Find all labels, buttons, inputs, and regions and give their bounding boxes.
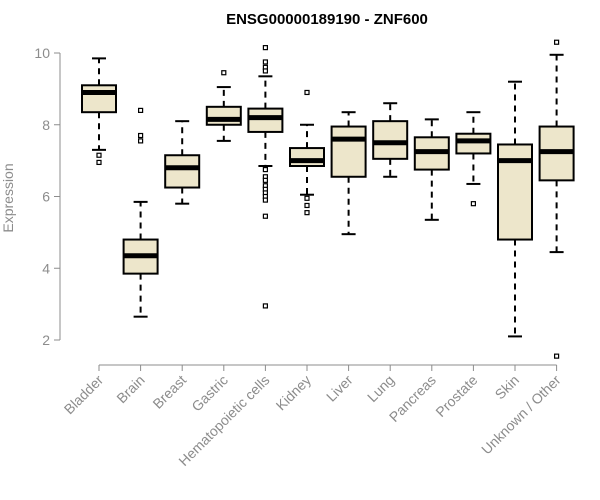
y-tick-label: 6 (42, 189, 50, 205)
y-tick-label: 10 (34, 45, 50, 61)
outlier-point (304, 195, 310, 201)
outlier-point (262, 59, 268, 65)
y-tick-label: 8 (42, 117, 50, 133)
outlier-point (262, 177, 268, 183)
box-group (413, 118, 450, 221)
x-tick-label: Skin (492, 372, 523, 403)
outlier-point (262, 166, 268, 173)
outlier-point (96, 152, 102, 158)
x-tick-label: Liver (323, 372, 356, 405)
x-tick-label: Unknown / Other (478, 372, 564, 458)
box-group (538, 39, 575, 359)
outlier-point (96, 159, 102, 166)
outlier-point (138, 138, 144, 144)
outlier-point (262, 68, 268, 74)
outlier-point (304, 89, 310, 96)
box-group (81, 57, 117, 166)
outlier-point (138, 107, 144, 114)
outlier-point (221, 70, 227, 76)
x-tick-label: Bladder (61, 372, 107, 418)
outlier-point (553, 39, 560, 45)
outlier-point (262, 197, 268, 203)
box-group (122, 107, 159, 318)
outlier-point (262, 213, 268, 219)
x-tick-label: Prostate (432, 372, 480, 420)
boxes-layer (81, 39, 575, 359)
outlier-point (304, 210, 310, 216)
box-group (372, 102, 409, 178)
box-group (330, 111, 367, 236)
x-tick-label: Breast (149, 372, 189, 412)
iqr-box (205, 105, 242, 126)
x-tick-label: Kidney (273, 372, 315, 414)
outlier-point (262, 45, 268, 51)
outlier-point (262, 303, 268, 309)
outlier-point (138, 132, 144, 139)
iqr-box (289, 147, 325, 168)
box-group (205, 70, 242, 142)
x-tick-label: Brain (113, 372, 147, 406)
iqr-box (164, 154, 201, 189)
iqr-box (81, 84, 117, 114)
box-group (289, 89, 325, 216)
box-group (455, 111, 492, 207)
outlier-point (553, 353, 560, 359)
chart-title: ENSG00000189190 - ZNF600 (226, 11, 428, 28)
y-axis-label: Expression (0, 163, 16, 232)
y-tick-label: 2 (42, 332, 50, 348)
iqr-box (330, 125, 367, 178)
iqr-box (372, 120, 409, 160)
y-axis: 2 4 6 8 10 (34, 45, 61, 348)
outlier-point (470, 201, 476, 207)
box-group (497, 80, 533, 338)
box-group (164, 120, 201, 205)
box-group (247, 45, 284, 309)
iqr-box (455, 132, 492, 155)
y-tick-label: 4 (42, 260, 50, 276)
iqr-box (247, 107, 284, 133)
outlier-point (304, 202, 310, 209)
x-tick-label: Lung (364, 372, 397, 405)
